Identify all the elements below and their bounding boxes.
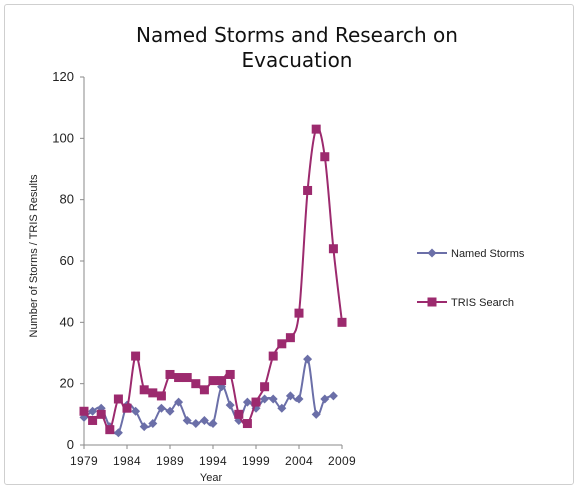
data-point (156, 403, 166, 413)
x-tick-label: 2009 (328, 454, 356, 468)
data-point (105, 425, 115, 435)
data-point (311, 124, 321, 134)
series-named-storms (79, 354, 338, 438)
data-point (113, 394, 123, 404)
legend-marker (427, 297, 437, 307)
data-point (88, 415, 98, 425)
y-axis-ticks: 0 20 40 60 80 100 120 (52, 69, 84, 452)
data-point (191, 379, 201, 389)
data-point (182, 415, 192, 425)
data-point (328, 244, 338, 254)
y-tick-label: 120 (52, 69, 74, 84)
data-point (113, 428, 123, 438)
data-point (96, 409, 106, 419)
x-tick-label: 1994 (199, 454, 227, 468)
data-point (199, 385, 209, 395)
plot-area (79, 124, 347, 438)
data-point (277, 339, 287, 349)
x-axis-label: Year (200, 472, 223, 484)
legend-item: TRIS Search (417, 297, 514, 309)
y-axis-label: Number of Storms / TRIS Results (28, 174, 40, 338)
data-point (268, 394, 278, 404)
data-point (88, 406, 98, 416)
legend-label: TRIS Search (451, 297, 514, 309)
data-point (174, 373, 184, 383)
data-point (182, 373, 192, 383)
data-point (303, 185, 313, 195)
series-tris-search (79, 124, 347, 435)
data-point (303, 354, 313, 364)
data-point (208, 376, 218, 386)
data-point (320, 394, 330, 404)
legend: Named Storms TRIS Search (417, 248, 525, 309)
y-tick-label: 60 (60, 253, 74, 268)
data-point (328, 391, 338, 401)
data-point (165, 406, 175, 416)
legend-item: Named Storms (417, 248, 525, 260)
data-point (139, 422, 149, 432)
data-point (285, 391, 295, 401)
data-point (208, 419, 218, 429)
y-tick-label: 40 (60, 314, 74, 329)
data-point (131, 351, 141, 361)
data-point (174, 397, 184, 407)
chart-title-line-1: Named Storms and Research on (136, 23, 458, 47)
y-tick-label: 80 (60, 192, 74, 207)
data-point (79, 406, 89, 416)
y-tick-label: 0 (67, 437, 74, 452)
x-tick-label: 1999 (242, 454, 270, 468)
legend-label: Named Storms (451, 248, 525, 260)
y-tick-label: 20 (60, 376, 74, 391)
data-point (122, 403, 132, 413)
data-point (165, 369, 175, 379)
chart-title-line-2: Evacuation (242, 48, 353, 72)
data-point (242, 397, 252, 407)
data-point (148, 388, 158, 398)
legend-marker (427, 248, 437, 258)
data-point (277, 403, 287, 413)
data-point (294, 394, 304, 404)
data-point (260, 394, 270, 404)
data-point (217, 376, 227, 386)
data-point (191, 419, 201, 429)
data-point (242, 419, 252, 429)
data-point (337, 317, 347, 327)
data-point (234, 409, 244, 419)
data-point (148, 419, 158, 429)
data-point (156, 391, 166, 401)
data-point (311, 409, 321, 419)
x-tick-label: 1989 (156, 454, 184, 468)
data-point (225, 400, 235, 410)
x-tick-label: 1979 (70, 454, 98, 468)
data-point (268, 351, 278, 361)
data-point (199, 415, 209, 425)
data-point (260, 382, 270, 392)
x-tick-label: 1984 (113, 454, 141, 468)
data-point (294, 308, 304, 318)
data-point (251, 397, 261, 407)
data-point (131, 406, 141, 416)
x-axis-ticks: 1979 1984 1989 1994 1999 2004 2009 (70, 445, 356, 468)
y-tick-label: 100 (52, 130, 74, 145)
x-tick-label: 2004 (285, 454, 313, 468)
data-point (225, 369, 235, 379)
data-point (320, 152, 330, 162)
data-point (285, 333, 295, 343)
chart-frame (4, 4, 574, 485)
data-point (139, 385, 149, 395)
